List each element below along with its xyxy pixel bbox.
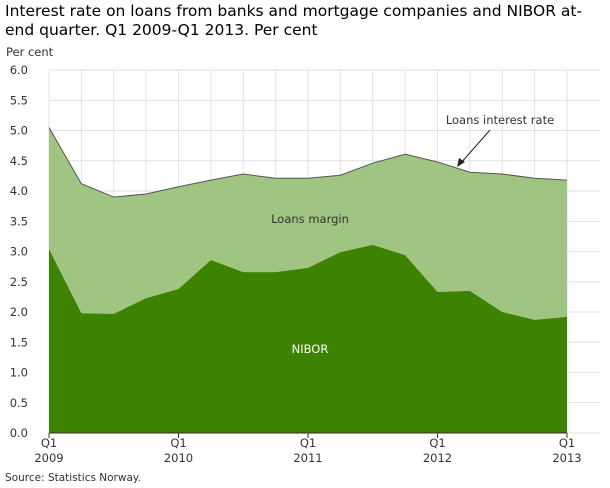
x-tick-quarter: Q1 xyxy=(170,436,186,450)
y-tick-label: 1.5 xyxy=(10,335,28,349)
y-tick-label: 3.5 xyxy=(10,214,28,228)
annotation-arrow xyxy=(459,129,491,165)
x-tick-quarter: Q1 xyxy=(300,436,316,450)
y-tick-label: 0.5 xyxy=(10,396,28,410)
y-tick-label: 5.5 xyxy=(10,93,28,107)
x-tick-quarter: Q1 xyxy=(41,436,57,450)
y-tick-label: 1.0 xyxy=(10,366,28,380)
y-tick-label: 2.5 xyxy=(10,275,28,289)
y-tick-label: 5.0 xyxy=(10,124,28,138)
x-tick-year: 2011 xyxy=(293,451,322,465)
x-tick-year: 2012 xyxy=(423,451,452,465)
y-tick-label: 2.0 xyxy=(10,305,28,319)
x-tick-quarter: Q1 xyxy=(429,436,445,450)
x-tick-year: 2013 xyxy=(552,451,581,465)
x-tick-quarter: Q1 xyxy=(559,436,575,450)
loans-rate-line xyxy=(48,127,568,198)
y-tick-label: 6.0 xyxy=(10,63,28,77)
nibor-label: NIBOR xyxy=(292,342,329,356)
arrow-head xyxy=(457,158,465,167)
y-tick-label: 3.0 xyxy=(10,245,28,259)
chart-title: Interest rate on loans from banks and mo… xyxy=(5,2,583,39)
y-axis-label: Per cent xyxy=(6,45,54,59)
y-tick-label: 0.0 xyxy=(10,426,28,440)
y-tick-label: 4.0 xyxy=(10,184,28,198)
x-tick-year: 2010 xyxy=(164,451,193,465)
source-note: Source: Statistics Norway. xyxy=(5,472,141,484)
margin-label: Loans margin xyxy=(271,212,349,226)
loans-margin-area xyxy=(49,127,567,320)
loans-rate-annotation: Loans interest rate xyxy=(446,113,554,127)
x-tick-year: 2009 xyxy=(34,451,63,465)
y-tick-label: 4.5 xyxy=(10,154,28,168)
nibor-area xyxy=(49,244,567,433)
